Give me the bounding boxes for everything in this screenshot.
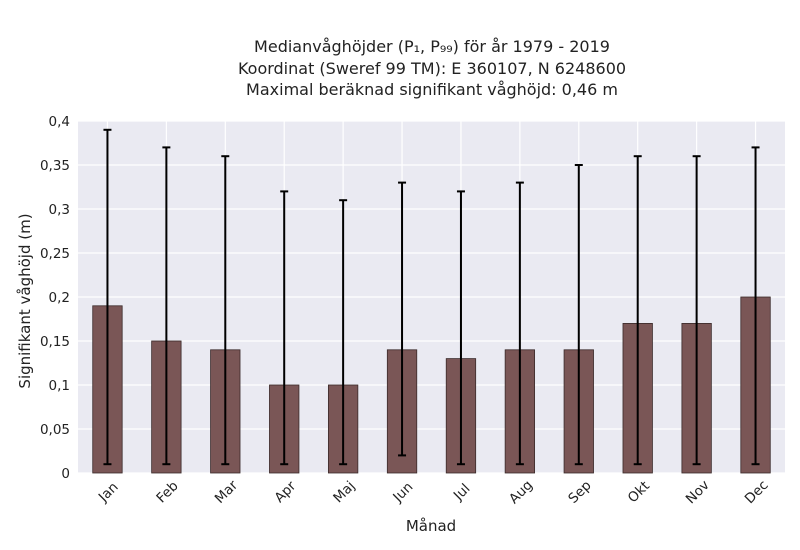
x-tick-label: Sep bbox=[565, 478, 594, 507]
x-tick-label: Jun bbox=[389, 479, 416, 506]
x-axis-label: Månad bbox=[406, 517, 456, 535]
x-tick-label: Okt bbox=[625, 478, 653, 506]
error-bars bbox=[103, 128, 760, 466]
error-bar-dec bbox=[751, 146, 760, 466]
x-tick-label: Feb bbox=[153, 478, 181, 506]
error-bar-jul bbox=[456, 190, 465, 466]
error-bar-jan bbox=[103, 128, 112, 466]
x-tick-label: Aug bbox=[506, 477, 536, 507]
y-tick-label: 0,4 bbox=[49, 114, 70, 130]
error-bar-aug bbox=[515, 181, 524, 466]
x-tick-label: Maj bbox=[330, 478, 358, 506]
y-tick-label: 0,15 bbox=[40, 334, 70, 350]
chart-subtitle-coordinates: Koordinat (Sweref 99 TM): E 360107, N 62… bbox=[238, 59, 626, 78]
error-bar-mar bbox=[221, 155, 230, 466]
y-tick-label: 0 bbox=[61, 466, 70, 482]
y-tick-label: 0,2 bbox=[49, 290, 70, 306]
error-bar-maj bbox=[339, 199, 348, 466]
error-bar-okt bbox=[633, 155, 642, 466]
x-tick-label: Nov bbox=[683, 477, 713, 507]
x-tick-label: Dec bbox=[742, 477, 772, 507]
error-bar-feb bbox=[162, 146, 171, 466]
y-tick-label: 0,35 bbox=[40, 158, 70, 174]
chart-subtitle-max-wave: Maximal beräknad signifikant våghöjd: 0,… bbox=[246, 80, 618, 99]
y-tick-label: 0,05 bbox=[40, 422, 70, 438]
error-bar-nov bbox=[692, 155, 701, 466]
y-axis-label: Signifikant våghöjd (m) bbox=[16, 213, 34, 388]
y-tick-labels: 0 0,05 0,1 0,15 0,2 0,25 0,3 0,35 0,4 bbox=[40, 114, 70, 482]
x-tick-labels: Jan Feb Mar Apr Maj Jun Jul Aug Sep Okt Nov Dec bbox=[95, 477, 772, 507]
x-tick-label: Apr bbox=[271, 478, 299, 506]
error-bar-sep bbox=[574, 164, 583, 466]
x-tick-label: Jul bbox=[450, 481, 474, 505]
x-tick-label: Mar bbox=[212, 477, 242, 507]
error-bar-jun bbox=[398, 181, 407, 457]
error-bar-apr bbox=[280, 190, 289, 466]
x-tick-label: Jan bbox=[95, 479, 122, 506]
y-tick-label: 0,3 bbox=[49, 202, 70, 218]
chart-title: Medianvåghöjder (P₁, P₉₉) för år 1979 - … bbox=[254, 37, 610, 56]
y-tick-label: 0,25 bbox=[40, 246, 70, 262]
y-tick-label: 0,1 bbox=[49, 378, 70, 394]
